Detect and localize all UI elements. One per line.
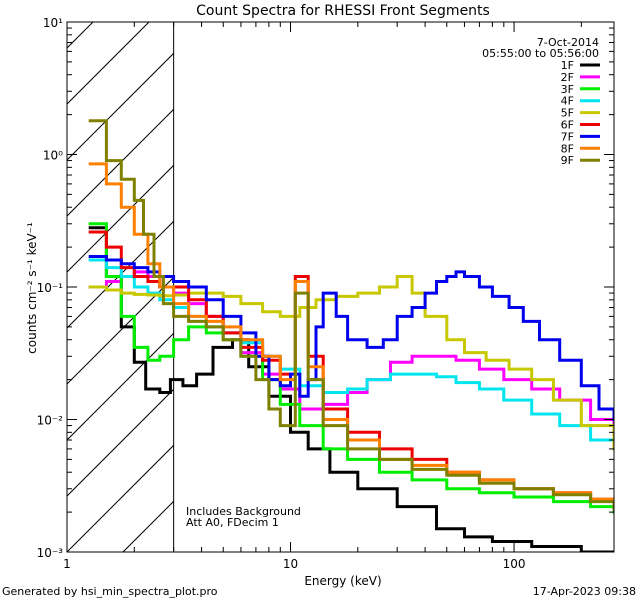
x-tick-label: 100	[503, 557, 526, 571]
legend-label-3f: 3F	[561, 83, 574, 96]
legend-label-8f: 8F	[561, 142, 574, 155]
series-3f	[88, 222, 614, 514]
annotation-background: Includes Background	[186, 505, 301, 518]
axis-ticks: 1 10 100 10⁻³ 10⁻² 10⁻¹ 10⁰ 10¹	[37, 16, 614, 571]
legend-label-1f: 1F	[561, 59, 574, 72]
hatch-line	[67, 52, 174, 161]
series-9f	[88, 119, 614, 511]
series-8f	[88, 162, 614, 509]
y-tick-label: 10¹	[43, 16, 63, 30]
legend-label-7f: 7F	[561, 130, 574, 143]
footer-generated-by: Generated by hsi_min_spectra_plot.pro	[2, 585, 218, 598]
x-tick-label: 10	[283, 557, 298, 571]
hatch-line	[67, 388, 174, 497]
annotation-attenuator: Att A0, FDecim 1	[186, 516, 279, 529]
y-axis-label: counts cm⁻² s⁻¹ keV⁻¹	[25, 222, 39, 354]
y-tick-label: 10⁻³	[37, 546, 64, 560]
chart-title: Count Spectra for RHESSI Front Segments	[196, 3, 490, 19]
y-tick-label: 10⁻²	[37, 414, 64, 428]
hatch-line	[67, 220, 174, 329]
hatch-line	[67, 444, 174, 552]
time-range-label: 05:55:00 to 05:56:00	[482, 47, 599, 60]
x-tick-label: 1	[63, 557, 71, 571]
date-label: 7-Oct-2014	[537, 36, 599, 49]
series-layer	[88, 119, 614, 552]
legend-label-4f: 4F	[561, 95, 574, 108]
y-tick-label: 10⁰	[43, 149, 63, 163]
hatch-line	[67, 108, 174, 217]
legend-label-2f: 2F	[561, 71, 574, 84]
legend-label-5f: 5F	[561, 107, 574, 120]
footer-timestamp: 17-Apr-2023 09:38	[533, 585, 636, 598]
x-axis-label: Energy (keV)	[304, 574, 381, 588]
legend-label-9f: 9F	[561, 154, 574, 167]
series-7f	[88, 255, 614, 421]
legend-label-6f: 6F	[561, 119, 574, 132]
y-tick-label: 10⁻¹	[37, 281, 64, 295]
